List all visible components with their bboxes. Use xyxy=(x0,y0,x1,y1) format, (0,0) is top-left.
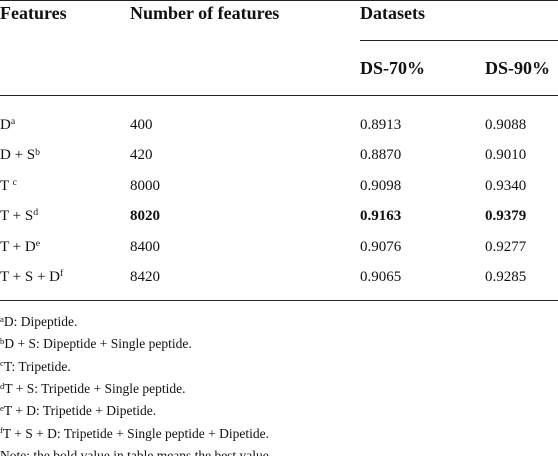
top-rule xyxy=(0,0,558,1)
footnote-mark: d xyxy=(33,207,39,219)
value-cell: 0.9163 xyxy=(360,208,402,225)
footnote-mark: c xyxy=(12,176,17,188)
feature-name: D xyxy=(0,117,11,133)
feature-cell: T + Sd xyxy=(0,207,39,225)
header-rule xyxy=(0,95,558,96)
value-cell: 0.9098 xyxy=(360,177,402,194)
footnote-mark: a xyxy=(0,313,4,324)
value-cell: 8420 xyxy=(130,269,160,285)
header-ds70: DS-70% xyxy=(360,58,426,78)
feature-name: T xyxy=(0,177,13,194)
footnote: fT + S + D: Tripetide + Single peptide +… xyxy=(0,425,269,441)
footnote: bD + S: Dipeptide + Single peptide. xyxy=(0,337,192,351)
value-cell: 8000 xyxy=(130,177,160,194)
value-cell: 0.9088 xyxy=(485,117,527,133)
footnote-mark: f xyxy=(60,268,64,280)
footnote-text: T: Tripetide. xyxy=(3,358,71,374)
note: Note: the bold value in table means the … xyxy=(0,447,273,456)
datasets-rule xyxy=(360,40,558,41)
footnote-text: D + S: Dipeptide + Single peptide. xyxy=(4,336,192,352)
feature-cell: T + S + Df xyxy=(0,268,64,285)
feature-cell: T c xyxy=(0,176,17,194)
footnote: eT + D: Tripetide + Dipetide. xyxy=(0,402,157,419)
footnote-text: D: Dipeptide. xyxy=(3,314,78,329)
value-cell: 400 xyxy=(130,117,153,133)
footnote-mark: e xyxy=(0,402,4,413)
value-cell: 0.9340 xyxy=(485,177,527,194)
value-cell: 0.9065 xyxy=(360,269,402,285)
footnote-text: T + S + D: Tripetide + Single peptide + … xyxy=(2,425,269,441)
header-number: Number of features xyxy=(130,3,280,23)
value-cell: 0.9379 xyxy=(485,208,527,225)
footnote: dT + S: Tripetide + Single peptide. xyxy=(0,380,186,396)
header-features: Features xyxy=(0,3,67,23)
footnote-mark: b xyxy=(35,146,41,158)
value-cell: 0.9076 xyxy=(360,238,402,255)
value-cell: 0.9277 xyxy=(485,238,527,255)
footnote-mark: e xyxy=(35,237,41,249)
bottom-rule xyxy=(0,300,558,301)
header-ds90: DS-90% xyxy=(485,58,551,78)
footnote-mark: f xyxy=(0,425,3,436)
footnote: aD: Dipeptide. xyxy=(0,313,78,329)
feature-name: D + S xyxy=(0,147,36,164)
feature-cell: D + Sb xyxy=(0,146,41,164)
footnote-text: T + S: Tripetide + Single peptide. xyxy=(4,380,186,396)
feature-name: T + S + D xyxy=(0,269,60,285)
feature-name: T + D xyxy=(0,238,36,255)
value-cell: 0.9285 xyxy=(485,269,527,285)
footnote-mark: c xyxy=(0,358,4,369)
footnote-mark: a xyxy=(10,116,16,128)
footnote-mark: d xyxy=(0,380,5,391)
feature-cell: Da xyxy=(0,116,16,133)
footnote-text: T + D: Tripetide + Dipetide. xyxy=(3,403,157,419)
header-datasets: Datasets xyxy=(360,3,425,23)
footnote-mark: b xyxy=(0,335,5,346)
value-cell: 8020 xyxy=(130,208,160,225)
value-cell: 0.8870 xyxy=(360,147,402,164)
value-cell: 8400 xyxy=(130,238,160,255)
value-cell: 420 xyxy=(130,147,153,164)
value-cell: 0.9010 xyxy=(485,147,527,164)
footnote: cT: Tripetide. xyxy=(0,358,71,374)
feature-name: T + S xyxy=(0,208,34,225)
feature-cell: T + De xyxy=(0,237,41,255)
value-cell: 0.8913 xyxy=(360,117,402,133)
